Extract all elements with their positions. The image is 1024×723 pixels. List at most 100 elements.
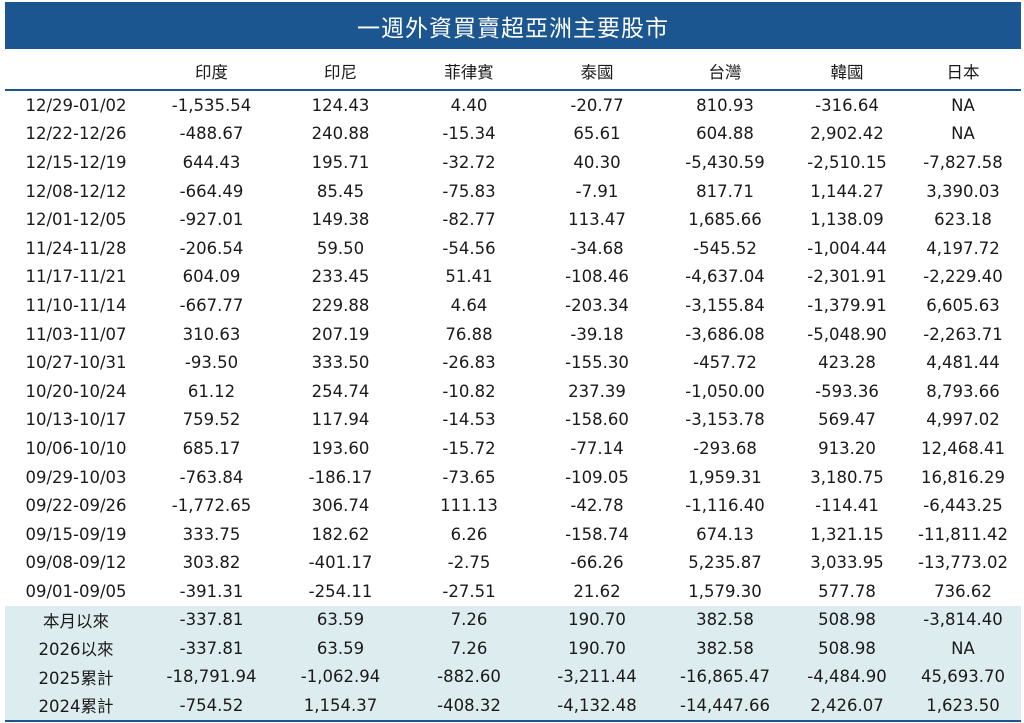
value-cell: 3,180.75	[810, 467, 884, 487]
value-cell: -1,004.44	[807, 238, 887, 258]
value-cell: 4.40	[450, 95, 488, 115]
value-cell: 76.88	[445, 324, 493, 344]
value-cell: 117.94	[311, 410, 370, 430]
value-cell: -13,773.02	[918, 553, 1008, 573]
value-cell: 6,605.63	[926, 295, 1000, 315]
value-cell: -114.41	[815, 496, 879, 516]
value-cell: -39.18	[570, 324, 624, 344]
value-cell: -1,379.91	[807, 295, 887, 315]
value-cell: -5,430.59	[685, 152, 765, 172]
row-label: 12/15-12/19	[25, 152, 127, 172]
value-cell: -1,050.00	[685, 381, 765, 401]
value-cell: 3,033.95	[810, 553, 884, 573]
value-cell: -16,865.47	[661, 662, 789, 692]
value-cell: 65.61	[573, 124, 621, 144]
table-title: 一週外資買賣超亞洲主要股市	[5, 2, 1021, 49]
value-cell: -11,811.42	[918, 524, 1008, 544]
value-cell: 2,902.42	[810, 124, 884, 144]
value-cell: 190.70	[533, 605, 661, 635]
value-cell: 124.43	[311, 95, 370, 115]
value-cell: -66.26	[570, 553, 624, 573]
value-cell: 149.38	[311, 210, 370, 230]
value-cell: 333.75	[182, 524, 241, 544]
value-cell: 1,579.30	[688, 581, 762, 601]
value-cell: -26.83	[442, 353, 496, 373]
value-cell: -77.14	[570, 438, 624, 458]
value-cell: 1,138.09	[810, 210, 884, 230]
summary-row: 2025累計 -18,791.94 -1,062.94 -882.60 -3,211.4…	[5, 662, 1021, 692]
value-cell: 674.13	[696, 524, 754, 544]
value-cell: -1,062.94	[276, 662, 405, 692]
value-cell: -1,116.40	[685, 496, 765, 516]
value-cell: -254.11	[308, 581, 373, 601]
value-cell: 7.26	[405, 605, 533, 635]
value-cell: 736.62	[934, 581, 992, 601]
value-cell: -763.84	[179, 467, 244, 487]
value-cell: 113.47	[568, 210, 626, 230]
value-cell: -27.51	[442, 581, 496, 601]
value-cell: 1,144.27	[810, 181, 884, 201]
value-cell: 63.59	[276, 634, 405, 663]
value-cell: -457.72	[693, 353, 757, 373]
value-cell: 604.88	[696, 124, 754, 144]
value-cell: -108.46	[565, 267, 629, 287]
value-cell: -73.65	[442, 467, 496, 487]
value-cell: 3,390.03	[926, 181, 1000, 201]
value-cell: -7.91	[575, 181, 619, 201]
value-cell: 4,197.72	[926, 238, 1000, 258]
value-cell: -158.60	[565, 410, 629, 430]
summary-row: 2024累計 -754.52 1,154.37 -408.32 -4,132.48 -14…	[5, 691, 1021, 722]
value-cell: -3,686.08	[685, 324, 765, 344]
table-row: 09/01-09/05 -391.31 -254.11 -27.51 21.62 1,57…	[5, 577, 1021, 606]
value-cell: 4,997.02	[926, 410, 1000, 430]
value-cell: -15.34	[442, 124, 496, 144]
table-row: 12/22-12/26 -488.67 240.88 -15.34 65.61 604.8…	[5, 120, 1021, 149]
value-cell: -3,211.44	[533, 662, 661, 692]
table-row: 11/10-11/14 -667.77 229.88 4.64 -203.34 -3,15…	[5, 291, 1021, 320]
summary-row: 2026以來 -337.81 63.59 7.26 190.70 382.58 508.98…	[5, 634, 1021, 663]
value-cell: 16,816.29	[921, 467, 1005, 487]
value-cell: -3,155.84	[685, 295, 765, 315]
value-cell: 577.78	[818, 581, 876, 601]
table-row: 11/03-11/07 310.63 207.19 76.88 -39.18 -3,686…	[5, 320, 1021, 349]
value-cell: -2,510.15	[807, 152, 887, 172]
value-cell: 423.28	[818, 353, 876, 373]
value-cell: -6,443.25	[923, 496, 1003, 516]
row-label: 2026以來	[5, 634, 147, 663]
value-cell: -2,301.91	[807, 267, 887, 287]
value-cell: 306.74	[311, 496, 370, 516]
value-cell: -203.34	[565, 295, 629, 315]
value-cell: -75.83	[442, 181, 496, 201]
value-cell: -2,263.71	[923, 324, 1003, 344]
summary-row: 本月以來 -337.81 63.59 7.26 190.70 382.58 508.98 -3…	[5, 605, 1021, 635]
row-label: 11/10-11/14	[25, 295, 127, 315]
value-cell: -4,637.04	[685, 267, 765, 287]
value-cell: -14.53	[442, 410, 496, 430]
row-label: 2024累計	[5, 691, 147, 722]
value-cell: 569.47	[818, 410, 876, 430]
value-cell: 644.43	[182, 152, 241, 172]
value-cell: 182.62	[311, 524, 370, 544]
value-cell: -293.68	[693, 438, 757, 458]
row-label: 10/06-10/10	[25, 438, 127, 458]
value-cell: 237.39	[568, 381, 626, 401]
value-cell: -1,535.54	[171, 95, 252, 115]
table-row: 11/17-11/21 604.09 233.45 51.41 -108.46 -4,63…	[5, 263, 1021, 292]
value-cell: -186.17	[308, 467, 373, 487]
value-cell: 4,481.44	[926, 353, 1000, 373]
table-row: 09/15-09/19 333.75 182.62 6.26 -158.74 674.13…	[5, 520, 1021, 549]
value-cell: 85.45	[316, 181, 365, 201]
value-cell: 51.41	[445, 267, 493, 287]
value-cell: 240.88	[311, 124, 370, 144]
value-cell: 61.12	[187, 381, 236, 401]
value-cell: 382.58	[661, 634, 789, 663]
value-cell: 310.63	[182, 324, 241, 344]
table-row: 10/06-10/10 685.17 193.60 -15.72 -77.14 -293.…	[5, 434, 1021, 463]
value-cell: -754.52	[147, 691, 276, 722]
row-label: 12/08-12/12	[25, 181, 127, 201]
value-cell: -408.32	[405, 691, 533, 722]
value-cell: -316.64	[815, 95, 879, 115]
value-cell: -1,772.65	[171, 496, 252, 516]
value-cell: 8,793.66	[926, 381, 1000, 401]
value-cell: -34.68	[570, 238, 624, 258]
